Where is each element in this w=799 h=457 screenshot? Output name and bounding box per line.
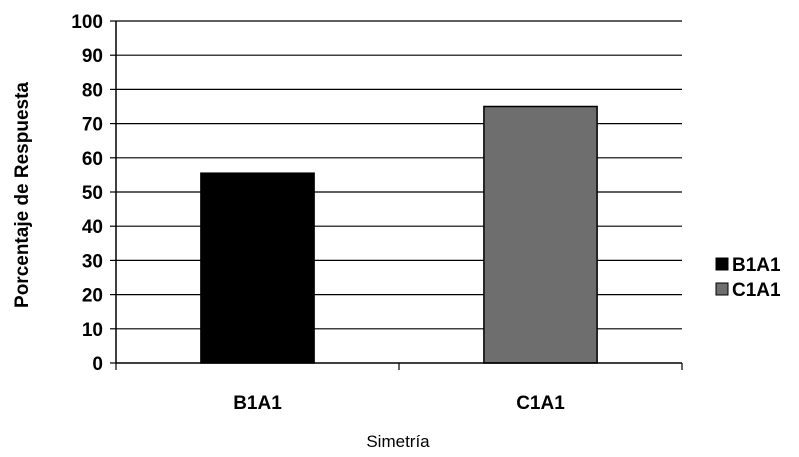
bar-C1A1 (483, 105, 598, 364)
y-tick-label-100: 100 (71, 12, 103, 33)
legend-label-B1A1: B1A1 (732, 255, 781, 276)
legend: B1A1 C1A1 (715, 255, 781, 301)
axes (115, 21, 683, 370)
y-tick-label-90: 90 (82, 46, 103, 67)
x-category-label-C1A1: C1A1 (516, 393, 565, 414)
y-tick-label-50: 50 (82, 183, 103, 204)
bar-B1A1 (200, 172, 315, 364)
y-tick-label-70: 70 (82, 115, 103, 136)
y-axis-label: Porcentaje de Respuesta (12, 82, 33, 308)
y-tick-label-80: 80 (82, 80, 103, 101)
y-tick-label-0: 0 (92, 354, 103, 375)
y-tick-label-30: 30 (82, 251, 103, 272)
x-category-labels: B1A1 C1A1 (233, 393, 565, 414)
x-category-label-B1A1: B1A1 (233, 393, 282, 414)
legend-swatch-C1A1 (715, 282, 729, 296)
y-tick-label-40: 40 (82, 217, 103, 238)
bars (200, 105, 598, 364)
y-tick-labels: 0 10 20 30 40 50 60 70 80 90 100 (71, 12, 103, 375)
y-tick-label-10: 10 (82, 320, 103, 341)
legend-label-C1A1: C1A1 (732, 280, 781, 301)
y-tick-label-60: 60 (82, 149, 103, 170)
y-tick-label-20: 20 (82, 286, 103, 307)
x-axis-label: Simetría (366, 432, 430, 451)
legend-swatch-B1A1 (715, 257, 729, 271)
